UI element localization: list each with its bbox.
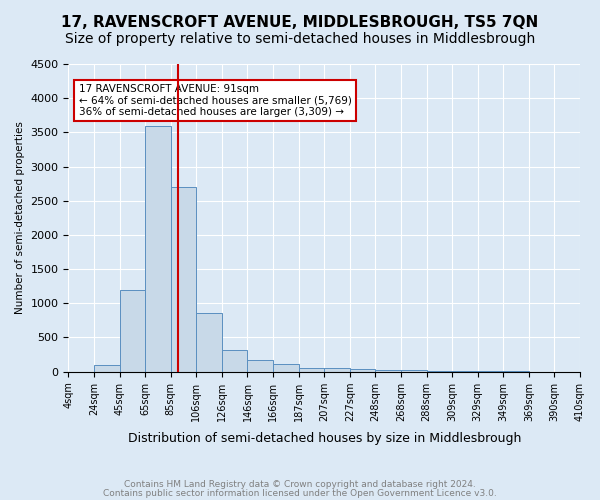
Bar	[376, 370, 401, 372]
Bar	[324, 368, 350, 372]
Bar	[299, 368, 324, 372]
Bar	[145, 126, 171, 372]
Text: 17, RAVENSCROFT AVENUE, MIDDLESBROUGH, TS5 7QN: 17, RAVENSCROFT AVENUE, MIDDLESBROUGH, T…	[61, 15, 539, 30]
Y-axis label: Number of semi-detached properties: Number of semi-detached properties	[15, 122, 25, 314]
Text: Contains public sector information licensed under the Open Government Licence v3: Contains public sector information licen…	[103, 488, 497, 498]
Text: Size of property relative to semi-detached houses in Middlesbrough: Size of property relative to semi-detach…	[65, 32, 535, 46]
Bar	[427, 371, 452, 372]
Bar	[401, 370, 427, 372]
Bar	[196, 313, 222, 372]
Bar	[171, 187, 196, 372]
Bar	[247, 360, 273, 372]
Bar	[222, 350, 247, 372]
Text: Contains HM Land Registry data © Crown copyright and database right 2024.: Contains HM Land Registry data © Crown c…	[124, 480, 476, 489]
Bar	[94, 365, 119, 372]
X-axis label: Distribution of semi-detached houses by size in Middlesbrough: Distribution of semi-detached houses by …	[128, 432, 521, 445]
Bar	[119, 290, 145, 372]
Text: 17 RAVENSCROFT AVENUE: 91sqm
← 64% of semi-detached houses are smaller (5,769)
3: 17 RAVENSCROFT AVENUE: 91sqm ← 64% of se…	[79, 84, 352, 117]
Bar	[273, 364, 299, 372]
Bar	[350, 369, 376, 372]
